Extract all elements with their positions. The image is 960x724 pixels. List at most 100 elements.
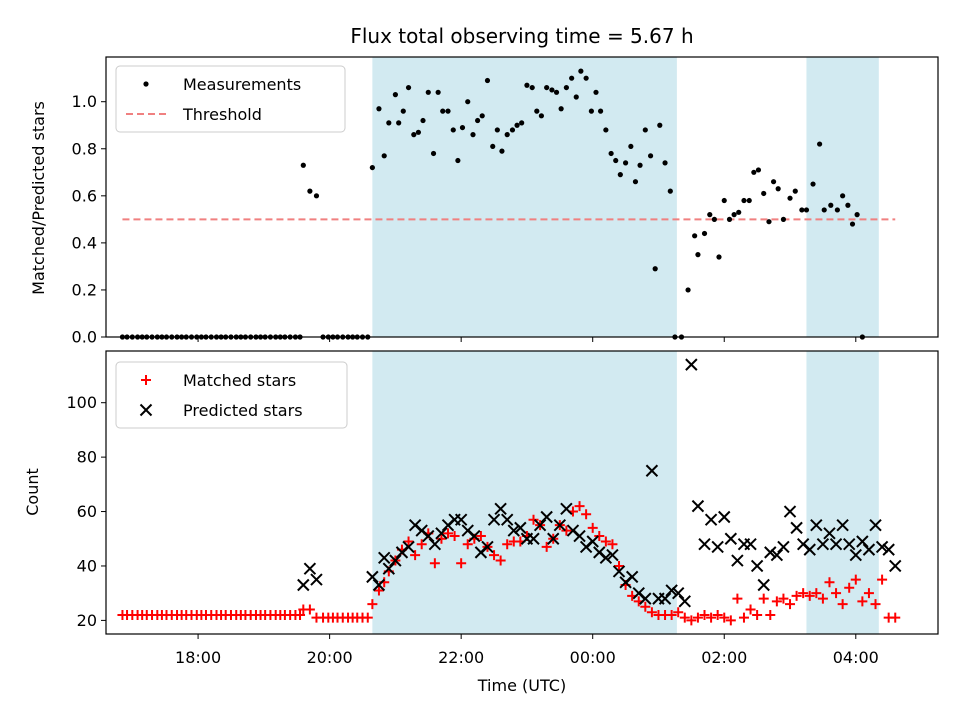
x-tick-label: 20:00 — [307, 648, 353, 667]
predicted-star-point — [625, 570, 639, 584]
predicted-star-point — [372, 578, 386, 592]
predicted-star-point — [533, 518, 547, 532]
measurement-point — [509, 127, 516, 133]
matched-star-point — [607, 539, 618, 550]
measurement-point — [849, 221, 856, 227]
measurement-point — [817, 141, 823, 147]
matched-star-point — [890, 612, 901, 623]
measurement-point — [711, 216, 717, 222]
legend-marker — [141, 375, 151, 385]
measurement-point — [519, 120, 525, 126]
predicted-star-point — [869, 518, 882, 532]
top-panel-legend: Measurements Threshold — [115, 65, 346, 133]
matched-star-point — [362, 612, 373, 623]
measurement-point — [810, 181, 816, 187]
measurement-point — [544, 84, 550, 91]
measurement-point — [450, 127, 456, 133]
matched-star-point — [771, 596, 782, 607]
matched-star-point — [837, 599, 848, 610]
y-tick-label: 20 — [77, 611, 97, 630]
predicted-star-point — [849, 548, 862, 562]
measurement-point — [445, 108, 451, 114]
measurement-point — [755, 167, 762, 173]
measurement-point — [465, 99, 471, 105]
legend-marker — [143, 81, 149, 87]
measurement-point — [494, 127, 500, 133]
matched-star-point — [475, 531, 486, 542]
top-panel-frame — [105, 56, 939, 338]
legend-box — [115, 361, 348, 429]
predicted-star-point — [553, 518, 567, 532]
measurement-point — [415, 129, 422, 135]
matched-star-point — [295, 609, 306, 620]
measurement-point — [821, 207, 827, 213]
measurement-point — [845, 202, 851, 208]
matched-star-point — [574, 501, 585, 512]
predicted-star-point — [843, 537, 856, 551]
matched-star-point — [831, 588, 842, 599]
predicted-star-point — [586, 535, 599, 548]
measurement-point — [459, 124, 466, 131]
predicted-star-point — [691, 499, 705, 513]
measurement-point — [479, 113, 485, 119]
predicted-star-point — [500, 513, 514, 526]
y-tick-label: 0.4 — [72, 233, 97, 252]
matched-star-point — [752, 609, 763, 620]
top-panel: 0.0 0.2 0.4 0.6 0.8 1.0 Matched/Predicted sta… — [29, 56, 939, 347]
matched-star-point — [719, 612, 730, 623]
measurement-point — [637, 162, 643, 168]
matched-star-point — [765, 609, 776, 620]
matched-star-point — [877, 574, 888, 585]
measurement-point — [381, 153, 387, 159]
measurement-point — [741, 197, 747, 204]
predicted-star-point — [783, 505, 797, 518]
predicted-star-point — [382, 562, 396, 575]
legend-marker — [139, 403, 153, 417]
measurement-point — [792, 188, 798, 194]
matched-star-point — [373, 585, 384, 596]
matched-star-point — [785, 599, 796, 610]
measurement-point — [490, 143, 496, 150]
measurement-point — [603, 127, 609, 133]
measurement-point — [787, 195, 793, 201]
matched-star-point — [745, 604, 756, 615]
measurement-point — [695, 252, 701, 258]
measurement-point — [411, 132, 417, 138]
predicted-star-point — [816, 537, 830, 551]
matched-star-point — [791, 590, 802, 601]
measurement-point — [647, 153, 654, 159]
legend-label: Threshold — [182, 105, 262, 124]
x-axis-label: Time (UTC) — [477, 676, 566, 695]
measurement-point — [746, 197, 752, 204]
matched-star-point — [679, 612, 690, 623]
measurement-point — [588, 108, 594, 114]
bottom-panel-legend: Matched stars Predicted stars — [115, 361, 348, 429]
top-panel-y-ticks: 0.0 0.2 0.4 0.6 0.8 1.0 — [72, 92, 106, 347]
predicted-star-point — [777, 540, 790, 554]
measurement-point — [300, 162, 306, 168]
predicted-star-point — [606, 548, 619, 562]
matched-star-point — [502, 539, 513, 550]
measurement-point — [386, 120, 392, 126]
measurement-point — [799, 207, 805, 213]
matched-star-point — [798, 588, 809, 599]
measurement-point — [608, 150, 614, 157]
matched-star-point — [706, 612, 717, 623]
shaded-region — [806, 351, 879, 634]
bottom-panel-y-axis-label: Count — [23, 468, 42, 516]
predicted-star-point — [744, 537, 757, 551]
predicted-star-point — [468, 529, 481, 543]
matched-star-point — [489, 550, 500, 561]
measurement-point — [726, 216, 733, 222]
matched-star-point — [416, 539, 427, 550]
predicted-star-point — [366, 570, 379, 584]
matched-star-point — [443, 528, 454, 539]
matched-star-point — [673, 607, 684, 618]
bottom-panel-y-ticks: 20 40 60 80 100 — [66, 393, 106, 630]
predicted-star-point — [856, 535, 869, 548]
predicted-star-point — [658, 592, 672, 605]
predicted-star-point — [487, 513, 501, 526]
predicted-star-point — [389, 554, 402, 567]
predicted-star-point — [685, 358, 698, 371]
